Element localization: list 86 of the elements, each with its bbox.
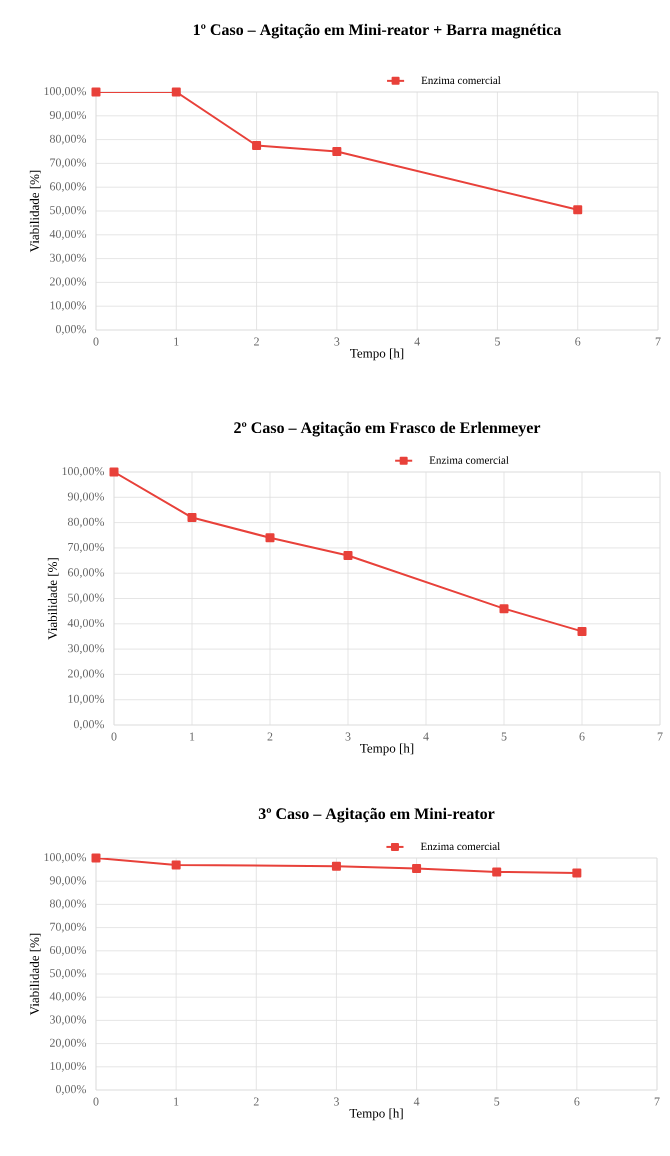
y-tick-label: 80,00% xyxy=(49,134,87,145)
y-tick-label: 100,00% xyxy=(44,853,87,863)
y-tick-label: 70,00% xyxy=(50,158,87,169)
point xyxy=(573,205,583,215)
y-axis-title: Viabilidade [%] xyxy=(29,170,41,253)
point xyxy=(499,604,509,614)
y-tick-label: 0,00% xyxy=(55,325,87,335)
y-tick-label: 90,00% xyxy=(49,110,87,121)
y-axis-title: Viabilidade [%] xyxy=(29,933,41,1016)
y-tick-label: 40,00% xyxy=(49,992,87,1003)
x-tick-label: 7 xyxy=(654,1097,660,1106)
y-tick-label: 20,00% xyxy=(50,1038,87,1049)
x-tick-label: 0 xyxy=(111,732,117,741)
x-tick-label: 3 xyxy=(334,337,340,346)
legend-label: Enzima comercial xyxy=(420,842,500,851)
y-tick-label: 100,00% xyxy=(62,467,105,477)
point xyxy=(577,626,587,636)
point xyxy=(492,867,502,877)
x-tick-label: 4 xyxy=(414,337,420,346)
y-tick-label: 50,00% xyxy=(50,206,87,216)
y-tick-label: 10,00% xyxy=(68,694,105,705)
x-tick-label: 5 xyxy=(501,732,507,741)
x-tick-label: 3 xyxy=(334,1097,339,1106)
x-tick-label: 4 xyxy=(413,1097,420,1106)
point xyxy=(252,141,262,151)
x-tick-label: 6 xyxy=(579,732,585,741)
x-tick-label: 2 xyxy=(253,1097,259,1106)
x-tick-label: 7 xyxy=(657,732,663,741)
y-tick-label: 100,00% xyxy=(44,87,87,97)
x-tick-label: 6 xyxy=(574,1097,580,1106)
x-tick-label: 1 xyxy=(190,732,195,741)
y-tick-label: 70,00% xyxy=(50,922,87,933)
y-tick-label: 30,00% xyxy=(50,253,87,264)
point xyxy=(171,87,181,97)
y-tick-label: 80,00% xyxy=(67,517,105,528)
y-tick-label: 60,00% xyxy=(67,568,105,579)
x-tick-label: 1 xyxy=(174,1097,179,1106)
y-tick-label: 30,00% xyxy=(50,1015,87,1026)
point xyxy=(109,467,119,477)
y-tick-label: 20,00% xyxy=(50,277,87,288)
y-tick-label: 60,00% xyxy=(49,945,87,956)
y-tick-label: 10,00% xyxy=(50,301,87,312)
point xyxy=(332,147,342,156)
x-tick-label: 2 xyxy=(254,337,259,346)
y-tick-label: 40,00% xyxy=(49,229,87,240)
point xyxy=(331,861,341,871)
x-axis-title: Tempo [h] xyxy=(360,743,414,756)
point xyxy=(187,513,197,523)
x-tick-label: 5 xyxy=(494,1097,500,1106)
point xyxy=(343,551,353,560)
point xyxy=(171,860,181,870)
x-tick-label: 5 xyxy=(495,337,500,346)
point xyxy=(412,863,422,873)
point xyxy=(91,87,101,97)
y-tick-label: 90,00% xyxy=(49,876,87,887)
y-tick-label: 10,00% xyxy=(50,1061,87,1072)
point xyxy=(91,853,101,863)
y-tick-label: 50,00% xyxy=(68,593,105,604)
y-tick-label: 20,00% xyxy=(68,669,105,680)
x-tick-label: 0 xyxy=(93,337,99,346)
legend-label: Enzima comercial xyxy=(429,456,509,464)
x-tick-label: 1 xyxy=(174,337,179,346)
x-tick-label: 6 xyxy=(575,337,581,346)
legend-label: Enzima comercial xyxy=(421,76,501,85)
x-tick-label: 7 xyxy=(655,337,661,346)
x-axis-title: Tempo [h] xyxy=(350,348,404,361)
y-tick-label: 70,00% xyxy=(68,542,105,553)
x-axis-title: Tempo [h] xyxy=(349,1108,403,1121)
y-tick-label: 80,00% xyxy=(49,899,87,910)
y-tick-label: 60,00% xyxy=(49,182,87,193)
y-tick-label: 0,00% xyxy=(73,720,105,730)
point xyxy=(572,868,582,878)
chart-title: 1º Caso – Agitação em Mini-reator + Barra magnética xyxy=(193,23,562,39)
chart-title: 3º Caso – Agitação em Mini-reator xyxy=(258,807,495,823)
x-tick-label: 4 xyxy=(423,732,429,741)
x-tick-label: 0 xyxy=(93,1097,99,1106)
point xyxy=(265,533,275,543)
y-tick-label: 40,00% xyxy=(67,618,105,629)
x-tick-label: 3 xyxy=(345,732,351,741)
y-tick-label: 30,00% xyxy=(68,644,105,655)
y-tick-label: 90,00% xyxy=(67,492,105,503)
chart-title: 2º Caso – Agitação em Frasco de Erlenmeyer xyxy=(234,421,541,437)
y-tick-label: 50,00% xyxy=(50,969,87,979)
y-axis-title: Viabilidade [%] xyxy=(47,558,59,640)
x-tick-label: 2 xyxy=(267,732,273,741)
y-tick-label: 0,00% xyxy=(55,1085,87,1095)
